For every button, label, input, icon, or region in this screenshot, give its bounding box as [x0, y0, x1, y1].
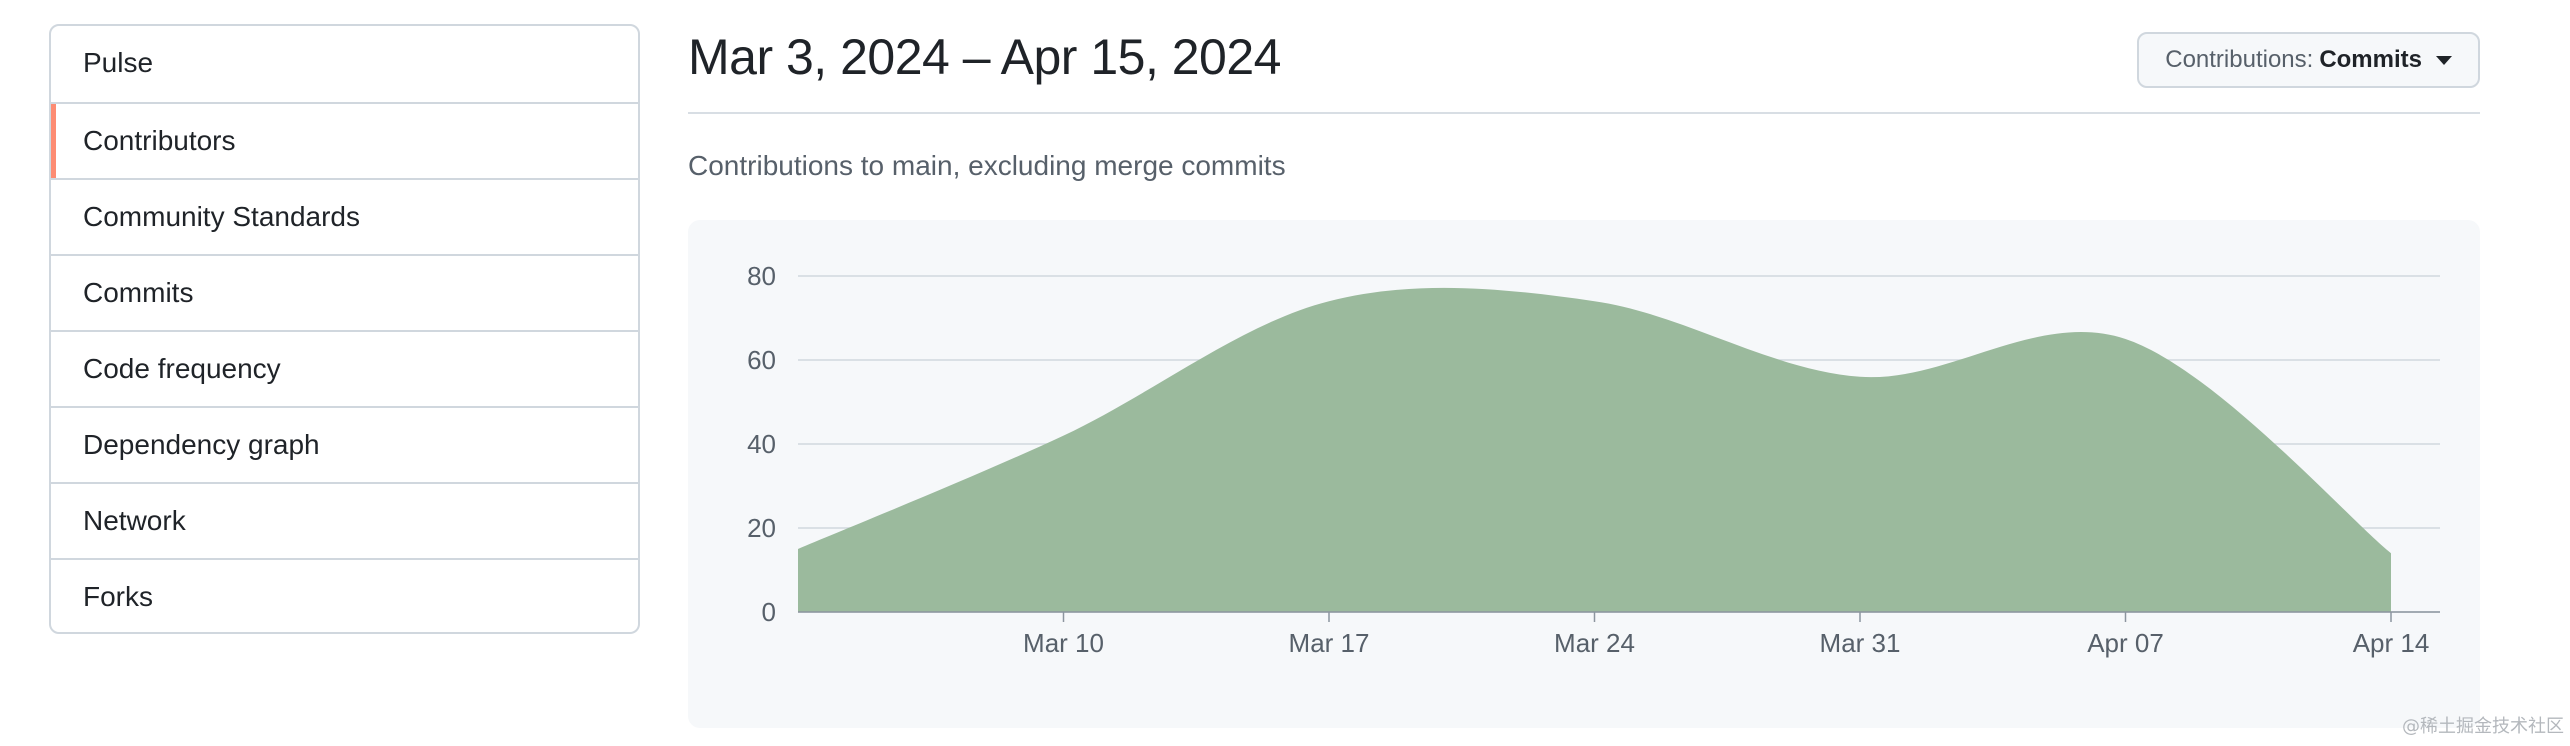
sidebar-item-commits[interactable]: Commits [51, 254, 638, 330]
main-content: Mar 3, 2024 – Apr 15, 2024 Contributions… [688, 0, 2480, 746]
header-divider [688, 112, 2480, 114]
sidebar-item-community-standards[interactable]: Community Standards [51, 178, 638, 254]
x-tick-label: Apr 14 [2353, 628, 2430, 658]
sidebar-item-code-frequency[interactable]: Code frequency [51, 330, 638, 406]
x-tick-label: Mar 10 [1023, 628, 1104, 658]
caret-down-icon [2436, 55, 2452, 65]
x-tick-label: Apr 07 [2087, 628, 2164, 658]
y-tick-label: 20 [747, 513, 776, 543]
watermark: @稀土掘金技术社区 [2402, 716, 2564, 737]
series-area-commits [798, 287, 2391, 612]
sidebar-item-contributors[interactable]: Contributors [51, 102, 638, 178]
y-tick-label: 0 [762, 597, 776, 627]
sidebar-item-network[interactable]: Network [51, 482, 638, 558]
x-tick-label: Mar 31 [1820, 628, 1901, 658]
chart-subtitle: Contributions to main, excluding merge c… [688, 150, 1286, 181]
sidebar-item-dependency-graph[interactable]: Dependency graph [51, 406, 638, 482]
x-tick-label: Mar 24 [1554, 628, 1635, 658]
sidebar-item-forks[interactable]: Forks [51, 558, 638, 632]
contributions-prefix: Contributions: [2165, 46, 2314, 73]
y-tick-label: 60 [747, 345, 776, 375]
contributions-chart-panel: 0 20 40 60 80 Mar 10 Mar 17 Mar 24 Mar 31 Apr 07 A… [688, 220, 2480, 728]
sidebar-item-pulse[interactable]: Pulse [83, 47, 154, 78]
y-tick-label: 80 [747, 261, 776, 291]
date-range-title: Mar 3, 2024 – Apr 15, 2024 [688, 29, 1281, 85]
insights-sidebar: Pulse Contributors Community Standards Comm… [49, 24, 640, 634]
x-tick-label: Mar 17 [1289, 628, 1370, 658]
y-tick-label: 40 [747, 429, 776, 459]
contributions-dropdown-button[interactable]: Contributions: Commits [2137, 32, 2480, 88]
contributions-area-chart: 0 20 40 60 80 Mar 10 Mar 17 Mar 24 Mar 31 Apr 07 A… [747, 261, 2440, 658]
contributions-value: Commits [2319, 46, 2422, 73]
